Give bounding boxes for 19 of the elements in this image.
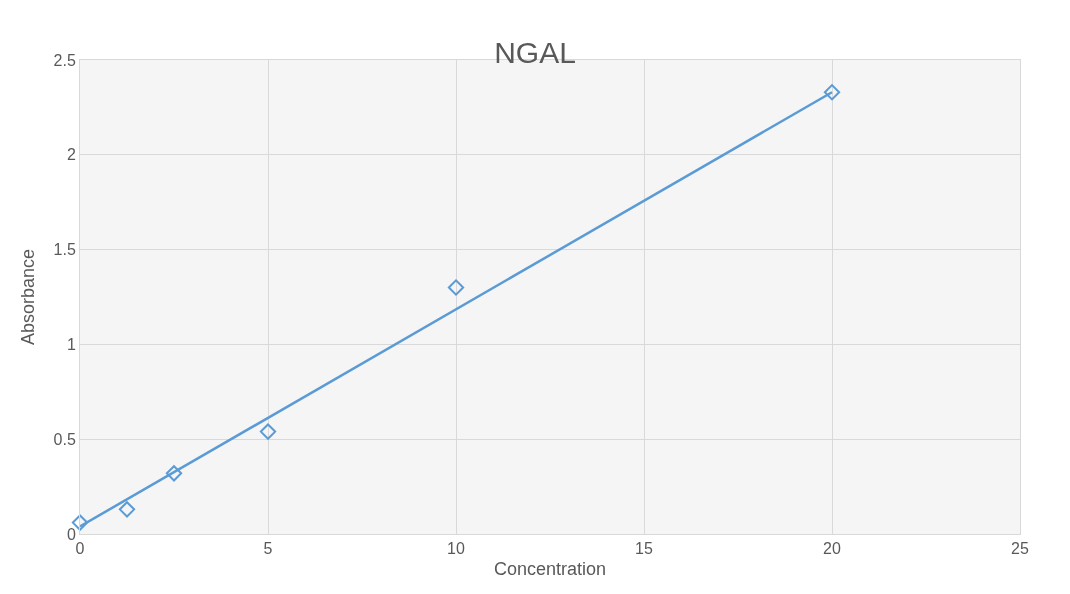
x-axis-title: Concentration (493, 559, 607, 580)
x-tick-label: 20 (823, 540, 841, 558)
y-axis-title: Absorbance (17, 248, 38, 346)
y-tick-label: 2.5 (53, 51, 76, 69)
x-tick-label: 10 (447, 540, 465, 558)
point (823, 84, 841, 101)
y-tick-label: 0 (66, 525, 76, 543)
y-tick-label: 0.5 (53, 430, 76, 448)
chart-title: NGAL (494, 35, 576, 69)
y-tick-label: 2 (66, 146, 76, 164)
point (447, 279, 465, 296)
point (118, 501, 136, 518)
x-tick-label: 15 (635, 540, 653, 558)
y-tick-label: 1.5 (53, 241, 76, 259)
x-tick-label: 5 (263, 540, 273, 558)
y-tick-label: 1 (66, 336, 76, 353)
x-tick-label: 25 (1011, 540, 1029, 558)
point (165, 465, 183, 482)
point (259, 423, 277, 440)
